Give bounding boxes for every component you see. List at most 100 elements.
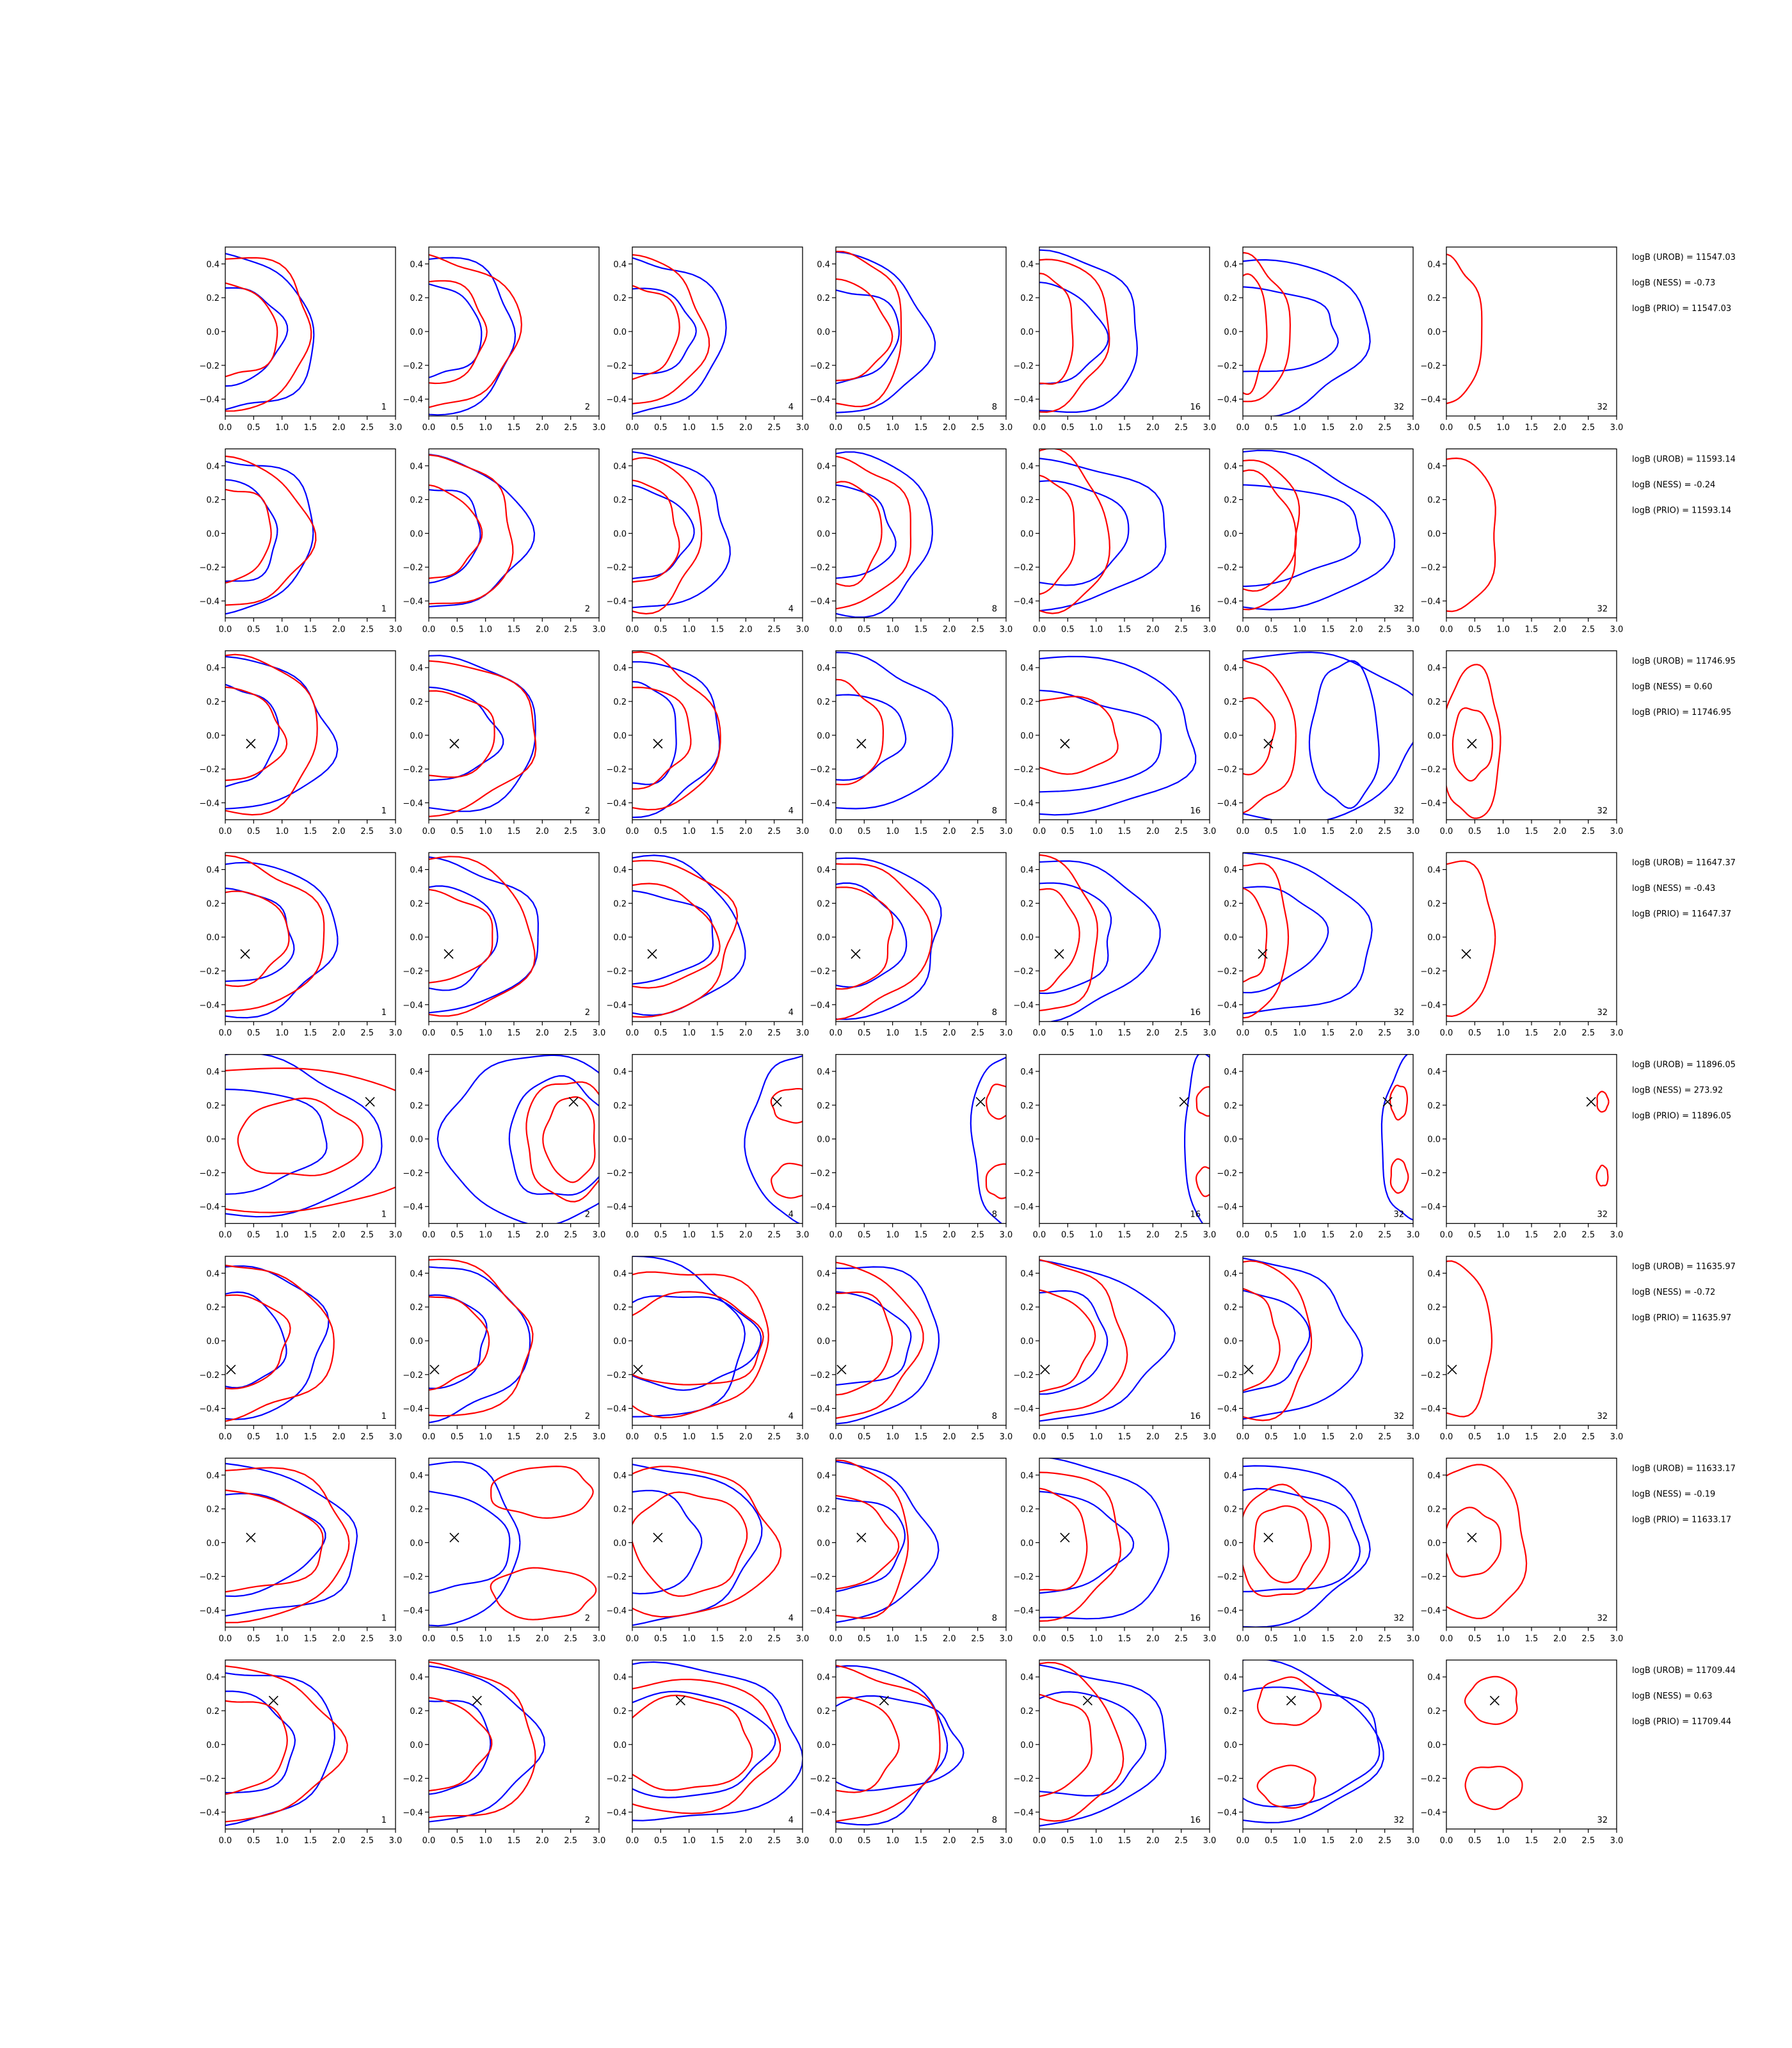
truth-marker [1258,949,1268,959]
red-contour [632,1491,748,1597]
blue-contour [836,1291,912,1386]
contour-lines [429,254,523,416]
x-tick-label: 2.5 [360,1634,374,1644]
x-tick-label: 0.0 [626,1634,639,1644]
red-contour [836,1665,941,1822]
y-tick-label: 0.0 [1020,732,1034,741]
blue-contour [1039,249,1139,413]
y-tick-label: 0.0 [410,1337,423,1347]
x-tick-label: 2.0 [332,1432,346,1442]
x-tick-label: 1.5 [1525,1432,1539,1442]
x-tick-label: 0.5 [451,1231,464,1240]
x-tick-label: 2.0 [1553,423,1567,433]
contour-lines [1446,1260,1493,1418]
x-tick-label: 1.0 [1089,1634,1103,1644]
contour-lines [1039,1661,1167,1827]
x-tick-label: 1.0 [1293,625,1306,634]
y-tick-label: −0.2 [1013,1371,1034,1380]
x-tick-label: 2.5 [1581,1836,1595,1846]
x-tick-label: 3.0 [1407,1432,1420,1442]
contour-lines [1039,249,1139,413]
x-tick-label: 0.5 [247,1634,260,1644]
panel-label: 16 [1190,604,1201,614]
contour-panel: 0.40.20.0−0.2−0.40.0 0.5 1.0 1.5 2.0 2.5 3.02 [403,852,605,1038]
x-tick-label: 0.0 [1236,625,1250,634]
x-tick-label: 3.0 [1203,827,1217,836]
x-tick-label: 2.5 [1174,1836,1188,1846]
x-tick-label: 1.5 [1322,423,1335,433]
x-tick-label: 2.5 [1378,423,1391,433]
blue-contour [225,460,314,615]
y-tick-label: −0.4 [606,1001,627,1011]
x-tick-label: 1.0 [1089,625,1103,634]
x-tick-label: 0.0 [1440,1028,1453,1038]
contour-lines [1243,1465,1371,1628]
red-contour [1039,854,1099,1012]
logb-stat: logB (NESS) = 0.60 [1632,682,1713,692]
x-tick-label: 0.0 [1033,423,1046,433]
x-tick-label: 1.5 [1322,827,1335,836]
contour-panel: 0.40.20.0−0.2−0.40.0 0.5 1.0 1.5 2.0 2.5 3.02 [403,650,605,836]
x-tick-label: 3.0 [389,1432,403,1442]
y-tick-label: 0.0 [410,1539,423,1548]
contour-lines [836,451,933,618]
x-tick-label: 0.5 [1061,827,1075,836]
red-contour [1452,707,1494,782]
y-tick-label: 0.4 [1020,1269,1034,1279]
x-tick-label: 1.5 [508,423,521,433]
y-tick-label: −0.2 [1217,1169,1237,1178]
y-tick-label: −0.2 [606,1572,627,1582]
blue-contour [1243,484,1361,588]
x-tick-label: 3.0 [1000,1836,1013,1846]
x-tick-label: 1.5 [1118,827,1132,836]
x-tick-label: 1.5 [1322,1634,1335,1644]
y-tick-label: 0.2 [410,294,423,303]
y-tick-label: 0.2 [1427,1303,1441,1313]
x-tick-label: 2.5 [564,1836,577,1846]
contour-lines [225,854,339,1019]
red-contour [1243,659,1297,813]
contour-panel: 0.4 0.2 0.0 −0.2 −0.4 0.0 0.5 1.0 1.5 2.0 2.5 3.0 32 [1217,650,1420,836]
x-tick-label: 1.0 [886,1634,899,1644]
panel-label: 32 [1393,1008,1404,1018]
x-tick-label: 2.0 [943,1028,956,1038]
y-tick-label: −0.2 [606,1371,627,1380]
red-contour [836,678,884,785]
x-tick-label: 2.5 [767,1634,781,1644]
blue-contour [632,257,727,415]
x-tick-label: 1.5 [304,1836,317,1846]
y-tick-label: −0.4 [403,1606,423,1616]
y-tick-label: 0.4 [206,1269,220,1279]
panel-label: 4 [788,403,794,412]
x-tick-label: 1.0 [1496,827,1510,836]
x-tick-label: 2.5 [1378,1231,1391,1240]
x-tick-label: 3.0 [389,1836,403,1846]
panel-frame [632,448,803,619]
x-tick-label: 0.0 [626,827,639,836]
x-tick-label: 2.5 [971,1634,984,1644]
x-tick-label: 0.5 [1265,1634,1278,1644]
x-tick-label: 0.5 [1061,1432,1075,1442]
x-tick-label: 0.5 [654,1028,668,1038]
x-tick-label: 2.0 [1146,1028,1160,1038]
contour-lines [429,655,537,817]
x-tick-label: 2.0 [1350,423,1363,433]
x-tick-label: 0.0 [829,827,843,836]
panel-label: 32 [1393,1613,1404,1623]
x-tick-label: 0.5 [1468,1432,1482,1442]
x-tick-label: 3.0 [593,1634,606,1644]
contour-lines [1446,664,1501,819]
x-tick-label: 1.5 [1118,1836,1132,1846]
red-contour [429,690,495,778]
red-contour [985,1163,1006,1199]
blue-contour [632,661,721,819]
y-tick-label: −0.2 [810,1775,830,1784]
red-contour [632,651,721,811]
x-tick-label: 2.5 [1378,1836,1391,1846]
y-tick-label: 0.0 [1224,1741,1237,1750]
y-tick-label: 0.4 [1224,1673,1237,1683]
red-contour [225,1467,350,1624]
x-tick-label: 1.0 [275,1231,289,1240]
blue-contour [1380,1054,1413,1221]
x-tick-label: 2.0 [739,827,753,836]
